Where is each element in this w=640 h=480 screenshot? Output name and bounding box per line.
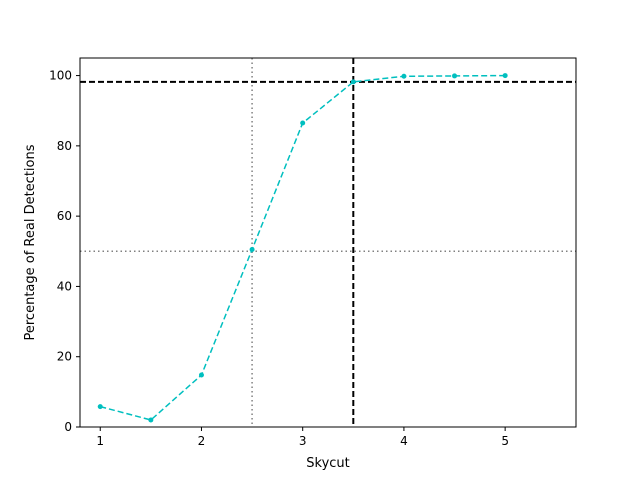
- y-tick-label: 100: [49, 69, 72, 83]
- y-tick-label: 80: [57, 139, 72, 153]
- y-tick-label: 40: [57, 279, 72, 293]
- x-tick-label: 3: [299, 434, 307, 448]
- y-axis-label: Percentage of Real Detections: [23, 144, 38, 340]
- x-axis-label: Skycut: [306, 456, 350, 471]
- data-point: [452, 73, 458, 79]
- y-tick-label: 60: [57, 209, 72, 223]
- data-point: [401, 73, 407, 79]
- y-tick-label: 20: [57, 350, 72, 364]
- x-tick-label: 1: [96, 434, 104, 448]
- y-tick-label: 0: [64, 420, 72, 434]
- data-point: [97, 404, 103, 410]
- axes-frame: [79, 57, 577, 428]
- data-point: [249, 247, 255, 253]
- series-layer: [97, 73, 508, 423]
- x-axis-ticks: 1 2 3 4 5: [96, 427, 509, 448]
- data-point: [502, 73, 508, 79]
- data-point: [198, 372, 204, 378]
- y-axis-ticks: 0 20 40 60 80 100: [49, 69, 80, 434]
- data-point: [350, 79, 356, 85]
- data-point: [148, 417, 154, 423]
- x-tick-label: 4: [400, 434, 408, 448]
- data-point: [300, 120, 306, 126]
- x-tick-label: 2: [198, 434, 206, 448]
- x-tick-label: 5: [501, 434, 509, 448]
- reference-lines: [80, 58, 576, 427]
